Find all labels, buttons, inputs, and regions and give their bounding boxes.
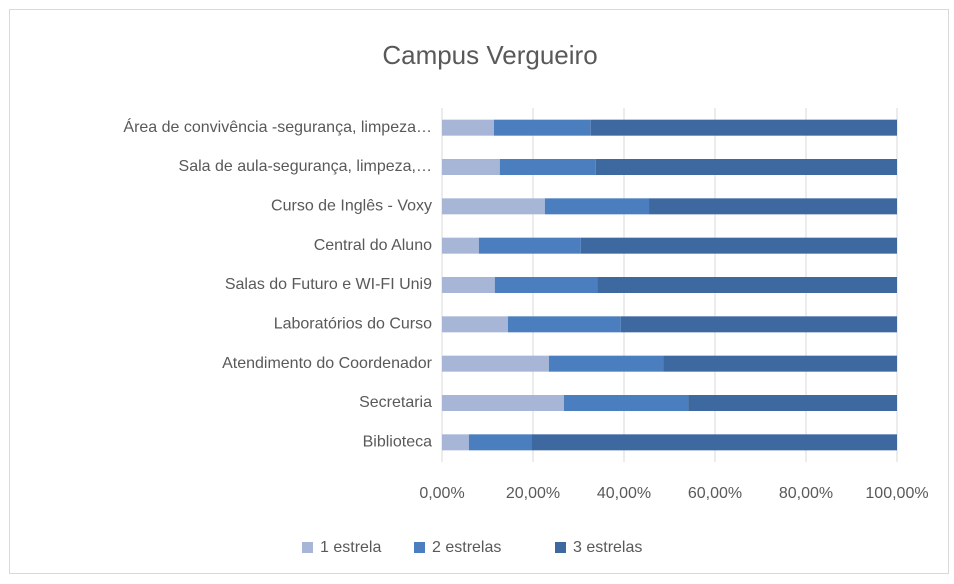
y-tick-label: Salas do Futuro e WI-FI Uni9: [225, 276, 432, 293]
legend-swatch: [302, 542, 313, 553]
bar-segment: [595, 159, 897, 175]
bar-segment: [442, 119, 494, 136]
y-tick-label: Biblioteca: [363, 434, 432, 451]
bar-segment: [620, 316, 897, 333]
bar-segment: [442, 434, 469, 451]
bar-segment: [442, 395, 564, 411]
x-tick-label: 80,00%: [779, 485, 833, 502]
legend-label: 3 estrelas: [573, 539, 642, 556]
legend-swatch: [555, 542, 566, 553]
y-tick-label: Laboratórios do Curso: [274, 316, 432, 333]
bar-segment: [499, 159, 596, 175]
bar-segment: [563, 395, 689, 411]
bar-segment: [442, 277, 495, 293]
x-tick-label: 20,00%: [506, 485, 560, 502]
bar-segment: [442, 355, 549, 372]
bar-segment: [468, 434, 532, 451]
legend-swatch: [414, 542, 425, 553]
bar-segment: [548, 355, 664, 372]
bar-segment: [442, 159, 500, 175]
y-tick-label: Área de convivência -segurança, limpeza…: [123, 117, 432, 136]
bar-segment: [544, 198, 650, 215]
y-tick-label: Sala de aula-segurança, limpeza,…: [179, 158, 432, 175]
y-tick-label: Central do Aluno: [314, 237, 432, 254]
bar-segment: [442, 316, 508, 333]
bar-segment: [531, 434, 897, 451]
x-tick-label: 0,00%: [419, 485, 464, 502]
bar-segment: [493, 119, 591, 136]
legend-label: 2 estrelas: [432, 539, 501, 556]
legend-label: 1 estrela: [320, 539, 381, 556]
bar-segment: [663, 355, 897, 372]
y-tick-label: Curso de Inglês - Voxy: [271, 198, 432, 215]
bar-segment: [688, 395, 897, 411]
bar-segment: [507, 316, 621, 333]
bar-segment: [442, 237, 479, 254]
y-tick-label: Secretaria: [359, 394, 432, 411]
bar-segment: [478, 237, 581, 254]
x-tick-label: 60,00%: [688, 485, 742, 502]
bar-segment: [494, 277, 598, 293]
bar-segment: [442, 198, 545, 215]
bar-segment: [580, 237, 897, 254]
chart-title: Campus Vergueiro: [382, 40, 597, 70]
bar-segment: [649, 198, 897, 215]
bar-segment: [597, 277, 897, 293]
x-tick-label: 100,00%: [865, 485, 928, 502]
bar-segment: [590, 119, 897, 136]
x-tick-label: 40,00%: [597, 485, 651, 502]
y-tick-label: Atendimento do Coordenador: [222, 355, 433, 372]
